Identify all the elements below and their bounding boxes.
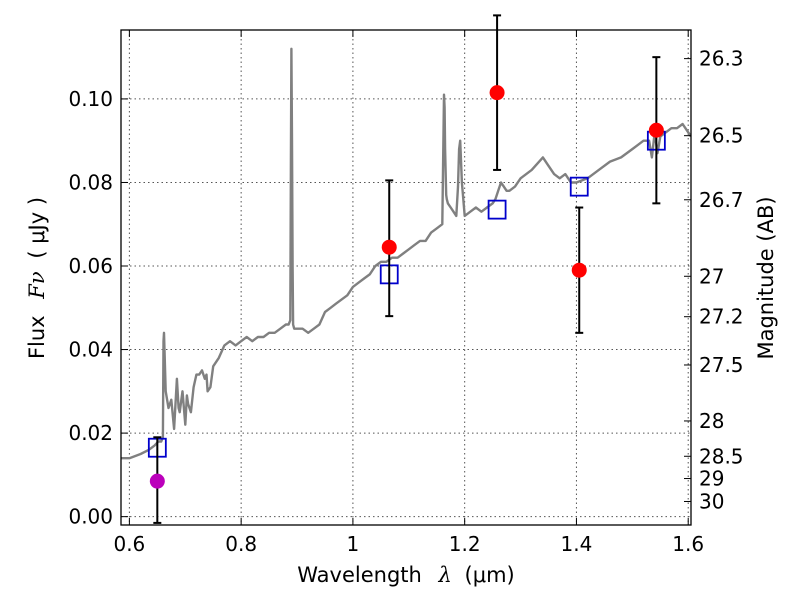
observed-flux-marker: [381, 239, 397, 255]
y-tick-label: 0.00: [68, 505, 113, 529]
observed-flux-marker: [571, 262, 587, 278]
observed-flux-marker: [648, 122, 664, 138]
markers: [147, 14, 666, 524]
y-axis-label-text: Flux: [25, 315, 49, 359]
y2-tick-label: 28: [699, 409, 724, 433]
y2-tick-label: 26.7: [699, 188, 744, 212]
model-square-marker: [487, 199, 507, 220]
y2-tick-label: 27: [699, 264, 724, 288]
x-axis-symbol: λ: [438, 563, 452, 587]
spectrum-line: [121, 47, 691, 460]
model-square-marker: [569, 176, 589, 197]
y2-tick-label: 30: [699, 489, 724, 513]
observed-flux-marker: [149, 473, 165, 489]
y-tick-label: 0.02: [68, 421, 113, 445]
observed-flux-marker: [489, 85, 505, 101]
x-tick-label: 1.4: [561, 532, 593, 556]
y-tick-label: 0.10: [68, 87, 113, 111]
y-axis-symbol: Fν: [25, 271, 49, 300]
y2-tick-label: 29: [699, 467, 724, 491]
plot-area: [121, 47, 691, 460]
y2-tick-label: 27.2: [699, 305, 744, 329]
y2-tick-label: 26.5: [699, 124, 744, 148]
y-tick-label: 0.08: [68, 170, 113, 194]
x-tick-label: 1: [347, 532, 360, 556]
y2-axis-label: Magnitude (AB): [754, 196, 778, 359]
x-axis-label-text: Wavelength: [297, 563, 422, 587]
y-axis-unit: ( μJy ): [25, 197, 49, 259]
y2-tick-label: 28.5: [699, 444, 744, 468]
y-axis-label: Flux Fν ( μJy ): [25, 197, 49, 359]
y2-tick-label: 27.5: [699, 353, 744, 377]
y-tick-label: 0.06: [68, 254, 113, 278]
x-axis-label: Wavelength λ (μm): [297, 563, 514, 587]
grid: [121, 30, 691, 525]
x-tick-label: 1.6: [672, 532, 704, 556]
ticks: 0.6 0.8 1 1.2 1.4 1.6 0.00 0.02 0.04 0.06 0.08 0.10…: [68, 30, 744, 556]
y2-tick-label: 26.3: [699, 47, 744, 71]
y-tick-label: 0.04: [68, 338, 113, 362]
x-tick-label: 0.8: [225, 532, 257, 556]
x-tick-label: 0.6: [113, 532, 145, 556]
plot-frame: [120, 29, 692, 526]
x-tick-label: 1.2: [449, 532, 481, 556]
x-axis-unit: (μm): [465, 563, 515, 587]
